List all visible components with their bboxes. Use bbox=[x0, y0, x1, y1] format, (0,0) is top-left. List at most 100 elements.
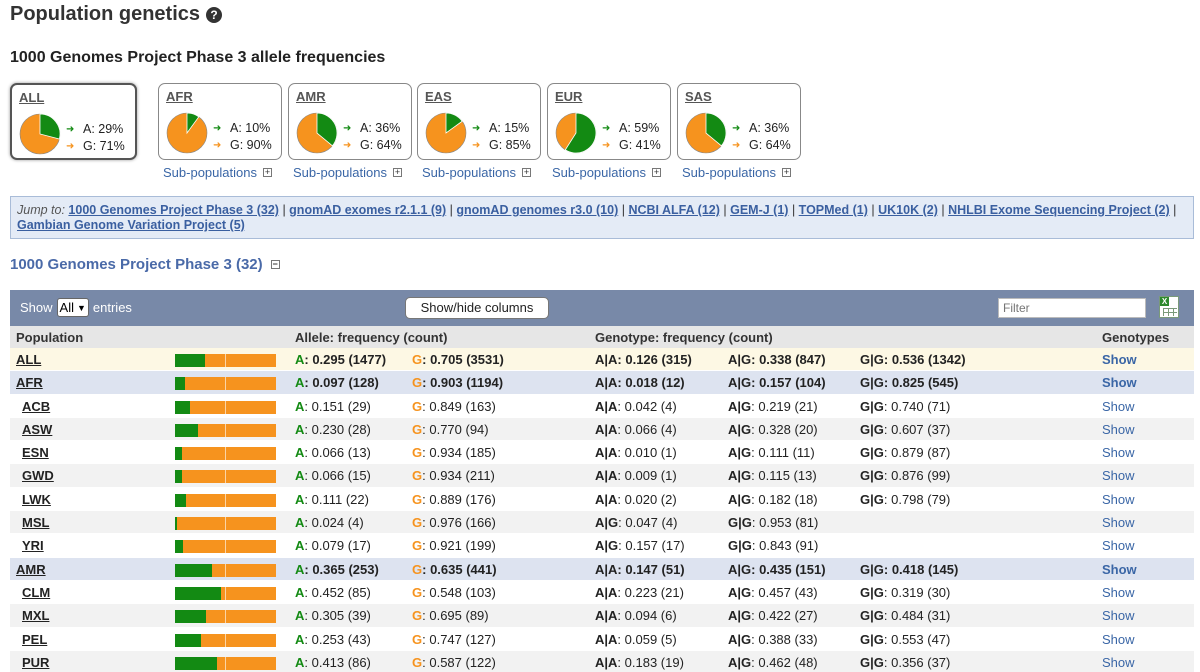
jump-link[interactable]: NHLBI Exome Sequencing Project (2) bbox=[948, 203, 1170, 217]
allele-g-cell: G: 0.548 (103) bbox=[412, 585, 496, 600]
population-name[interactable]: EUR bbox=[555, 89, 583, 104]
population-link[interactable]: ASW bbox=[22, 421, 53, 437]
show-genotypes-link[interactable]: Show bbox=[1102, 468, 1135, 484]
allele-frequency-bar bbox=[175, 540, 276, 554]
population-box-eur[interactable]: EUR ➜ A: 59% ➜ G: 41% bbox=[547, 83, 671, 160]
entries-select[interactable]: All ▼ bbox=[56, 298, 89, 317]
genotype-value: : 0.879 (87) bbox=[883, 445, 951, 461]
population-link[interactable]: ESN bbox=[22, 445, 49, 461]
jump-link[interactable]: gnomAD exomes r2.1.1 (9) bbox=[289, 203, 447, 217]
bar-midline bbox=[225, 517, 226, 531]
jump-link[interactable]: NCBI ALFA (12) bbox=[628, 203, 720, 217]
population-link[interactable]: GWD bbox=[22, 468, 54, 484]
genotype-value: : 0.182 (18) bbox=[751, 491, 818, 507]
population-link[interactable]: PUR bbox=[22, 654, 50, 670]
section-title[interactable]: 1000 Genomes Project Phase 3 (32) − bbox=[10, 256, 280, 273]
sub-populations-toggle-eas[interactable]: Sub-populations + bbox=[422, 165, 531, 180]
show-genotypes-link[interactable]: Show bbox=[1102, 561, 1137, 577]
genotype-cell: A|G: 0.462 (48) bbox=[728, 655, 818, 670]
genotype-cell: G|G: 0.536 (1342) bbox=[860, 352, 966, 367]
sub-populations-label[interactable]: Sub-populations bbox=[552, 165, 646, 180]
jump-link[interactable]: TOPMed (1) bbox=[798, 203, 868, 217]
population-box-afr[interactable]: AFR ➜ A: 10% ➜ G: 90% bbox=[158, 83, 282, 160]
show-genotypes-link[interactable]: Show bbox=[1102, 445, 1135, 461]
show-genotypes-link[interactable]: Show bbox=[1102, 538, 1135, 554]
jump-link[interactable]: GEM-J (1) bbox=[730, 203, 789, 217]
population-link[interactable]: YRI bbox=[22, 538, 44, 554]
jump-link[interactable]: gnomAD genomes r3.0 (10) bbox=[456, 203, 619, 217]
population-box-amr[interactable]: AMR ➜ A: 36% ➜ G: 64% bbox=[288, 83, 412, 160]
show-genotypes-link[interactable]: Show bbox=[1102, 584, 1135, 600]
genotype-cell: G|G: 0.876 (99) bbox=[860, 468, 950, 483]
pie-slice-a bbox=[445, 112, 463, 134]
sub-populations-label[interactable]: Sub-populations bbox=[293, 165, 387, 180]
population-link[interactable]: PEL bbox=[22, 631, 48, 647]
genotype-label: A|G bbox=[728, 445, 752, 461]
jump-link[interactable]: 1000 Genomes Project Phase 3 (32) bbox=[68, 203, 279, 217]
allele-g-cell: G: 0.849 (163) bbox=[412, 399, 496, 414]
population-link[interactable]: ACB bbox=[22, 398, 51, 414]
genotype-label: A|A bbox=[595, 468, 618, 484]
population-box-all[interactable]: ALL ➜ A: 29% ➜ G: 71% bbox=[10, 83, 137, 160]
population-name[interactable]: SAS bbox=[685, 89, 712, 104]
population-name[interactable]: AFR bbox=[166, 89, 193, 104]
show-genotypes-link[interactable]: Show bbox=[1102, 631, 1135, 647]
expand-icon[interactable]: + bbox=[781, 167, 791, 177]
show-hide-columns-button[interactable]: Show/hide columns bbox=[405, 297, 549, 319]
col-population[interactable]: Population bbox=[16, 330, 84, 345]
sub-populations-label[interactable]: Sub-populations bbox=[422, 165, 516, 180]
col-genotypes[interactable]: Genotypes bbox=[1102, 330, 1170, 345]
allele-g-cell: G: 0.587 (122) bbox=[412, 655, 496, 670]
population-name[interactable]: EAS bbox=[425, 89, 452, 104]
expand-icon[interactable]: + bbox=[651, 167, 661, 177]
sub-populations-label[interactable]: Sub-populations bbox=[163, 165, 257, 180]
entries-select-value[interactable]: All bbox=[59, 300, 74, 315]
section-title-text[interactable]: 1000 Genomes Project Phase 3 (32) bbox=[10, 256, 263, 273]
show-genotypes-link[interactable]: Show bbox=[1102, 491, 1135, 507]
bar-midline bbox=[225, 423, 226, 437]
bar-fill-a bbox=[175, 517, 178, 531]
sub-populations-toggle-eur[interactable]: Sub-populations + bbox=[552, 165, 661, 180]
allele-a-value: : 0.151 (29) bbox=[304, 398, 371, 414]
expand-icon[interactable]: + bbox=[392, 167, 402, 177]
jump-link[interactable]: Gambian Genome Variation Project (5) bbox=[17, 218, 245, 232]
expand-icon[interactable]: + bbox=[521, 167, 531, 177]
population-link[interactable]: MXL bbox=[22, 608, 50, 624]
show-genotypes-link[interactable]: Show bbox=[1102, 375, 1137, 391]
help-icon[interactable]: ? bbox=[206, 6, 223, 23]
sub-populations-toggle-amr[interactable]: Sub-populations + bbox=[293, 165, 402, 180]
bar-midline bbox=[225, 610, 226, 624]
population-link[interactable]: AFR bbox=[16, 375, 43, 391]
show-genotypes-link[interactable]: Show bbox=[1102, 352, 1137, 367]
population-box-sas[interactable]: SAS ➜ A: 36% ➜ G: 64% bbox=[677, 83, 801, 160]
show-genotypes-link[interactable]: Show bbox=[1102, 515, 1135, 531]
show-genotypes-link[interactable]: Show bbox=[1102, 608, 1135, 624]
population-link[interactable]: AMR bbox=[16, 561, 46, 577]
show-label: Show bbox=[20, 300, 53, 315]
sub-populations-label[interactable]: Sub-populations bbox=[682, 165, 776, 180]
population-name[interactable]: ALL bbox=[19, 90, 45, 105]
jump-link[interactable]: UK10K (2) bbox=[878, 203, 938, 217]
population-link[interactable]: ALL bbox=[16, 352, 42, 367]
population-link[interactable]: CLM bbox=[22, 584, 51, 600]
genotype-value: : 0.009 (1) bbox=[617, 468, 677, 484]
allele-pie-chart bbox=[19, 113, 61, 155]
population-name[interactable]: AMR bbox=[296, 89, 326, 104]
sub-populations-toggle-sas[interactable]: Sub-populations + bbox=[682, 165, 791, 180]
show-genotypes-link[interactable]: Show bbox=[1102, 398, 1135, 414]
collapse-icon[interactable]: − bbox=[270, 259, 280, 269]
excel-export-icon[interactable]: X bbox=[1159, 296, 1179, 318]
population-box-eas[interactable]: EAS ➜ A: 15% ➜ G: 85% bbox=[417, 83, 541, 160]
population-link[interactable]: LWK bbox=[22, 491, 51, 507]
population-link[interactable]: MSL bbox=[22, 515, 50, 531]
sub-populations-toggle-afr[interactable]: Sub-populations + bbox=[163, 165, 272, 180]
genotype-label: A|A bbox=[595, 398, 618, 414]
col-genotype[interactable]: Genotype: frequency (count) bbox=[595, 330, 773, 345]
show-genotypes-link[interactable]: Show bbox=[1102, 654, 1135, 670]
show-genotypes-link[interactable]: Show bbox=[1102, 421, 1135, 437]
expand-icon[interactable]: + bbox=[262, 167, 272, 177]
filter-input[interactable] bbox=[998, 298, 1146, 318]
col-allele[interactable]: Allele: frequency (count) bbox=[295, 330, 448, 345]
allele-g-label: G bbox=[412, 515, 423, 531]
chevron-down-icon[interactable]: ▼ bbox=[76, 302, 86, 313]
